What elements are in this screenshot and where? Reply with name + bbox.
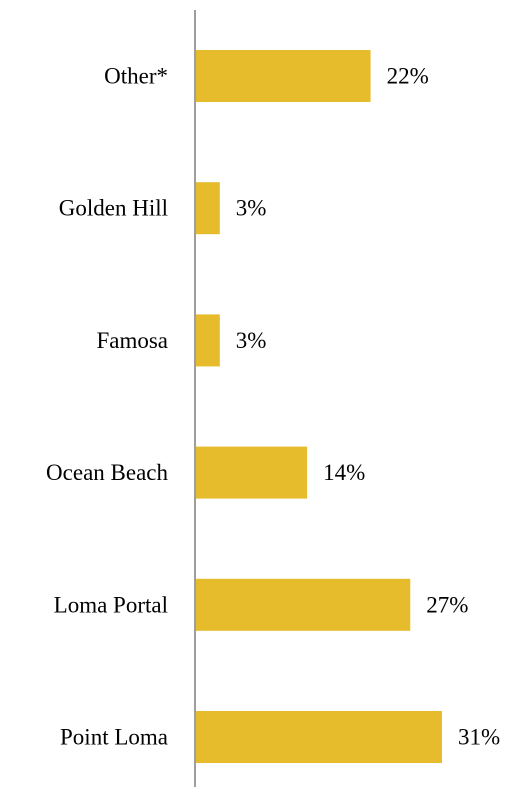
category-label: Golden Hill xyxy=(59,196,168,221)
category-label: Ocean Beach xyxy=(46,460,168,485)
bar-loma-portal xyxy=(196,578,411,631)
data-label: 27% xyxy=(426,592,468,617)
data-label: 14% xyxy=(323,460,365,485)
bar-point-loma xyxy=(196,711,442,763)
category-label: Other* xyxy=(104,64,168,89)
bar-other xyxy=(196,50,371,102)
bars-group xyxy=(196,50,442,763)
category-label: Point Loma xyxy=(60,725,168,750)
bar-famosa xyxy=(196,314,220,367)
data-label: 3% xyxy=(236,196,267,221)
category-label: Loma Portal xyxy=(54,592,168,617)
bar-golden-hill xyxy=(196,182,220,235)
category-label: Famosa xyxy=(96,328,168,353)
value-labels-group: 22% 3% 3% 14% 27% 31% xyxy=(236,64,500,750)
data-label: 22% xyxy=(387,64,429,89)
bar-ocean-beach xyxy=(196,446,308,499)
category-labels-group: Other* Golden Hill Famosa Ocean Beach Loma P… xyxy=(46,64,168,750)
data-label: 3% xyxy=(236,328,267,353)
data-label: 31% xyxy=(458,725,500,750)
